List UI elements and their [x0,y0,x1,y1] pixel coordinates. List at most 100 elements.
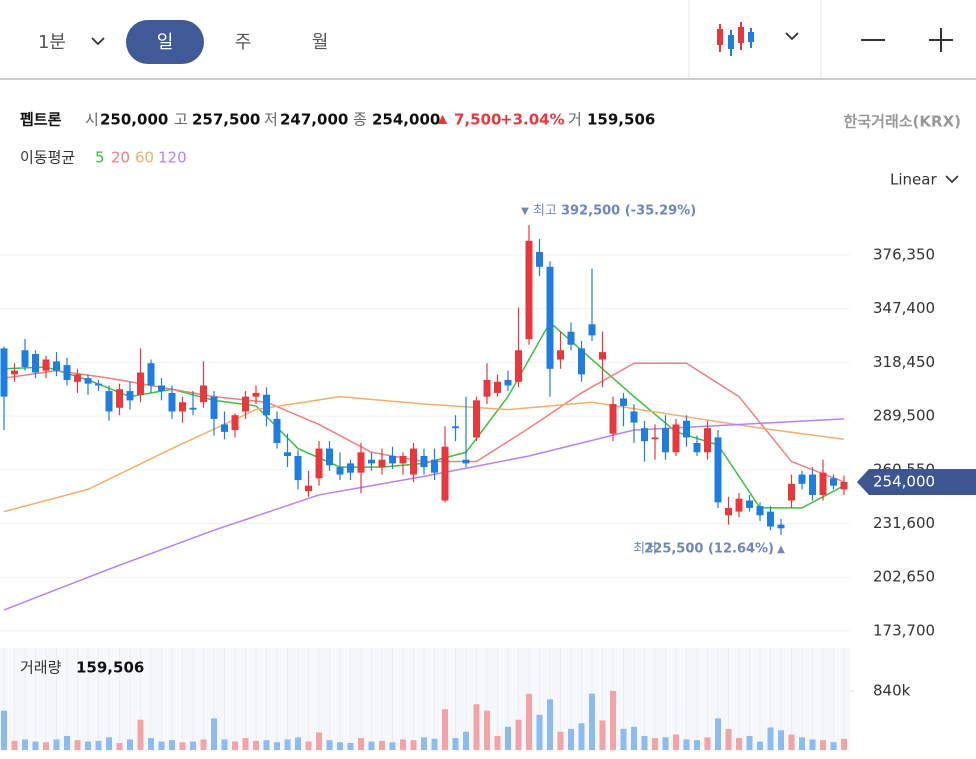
candle-body [11,370,18,375]
volume-bar [95,740,102,750]
volume-bar [410,740,417,750]
candle-body [714,437,722,503]
volume-bar [358,738,364,750]
selected-tab-pill[interactable] [126,20,204,64]
tab[interactable]: 월 [312,32,329,53]
volume-bar [694,740,700,750]
zoom-in[interactable] [929,28,953,52]
candle-body [399,455,407,464]
y-tick-label: 376,350 [873,246,935,264]
volume-bar [22,739,28,750]
price-tag [857,468,976,495]
quote-row: 시 250,000 고 257,500 저 247,000 종 254,000▲ 7,500+3… [85,111,655,129]
chevron[interactable] [785,32,799,41]
candle-body [420,455,428,468]
candle-body [504,379,512,386]
toolbar: 1분 일 주 월 [0,0,976,80]
change-marker: ▲ [438,112,448,126]
candle-body [315,448,323,479]
candle-body [368,459,375,464]
tab[interactable]: 1분 [38,32,66,53]
volume-bar [505,726,511,750]
candle-body [578,348,585,375]
tab[interactable]: 일 [157,32,174,53]
candle-body [809,474,816,495]
volume-bar [32,741,39,750]
chevron[interactable] [945,175,959,184]
quote-label: 고 [174,111,188,129]
candle-body [95,383,102,386]
candle-body [651,437,659,440]
volume-bar [263,740,270,750]
candle-body [557,350,564,360]
candle-body [840,481,848,490]
y-tick-label: 173,700 [873,621,935,639]
volume-bar [704,737,711,750]
candle-body [231,415,239,431]
volume-bar [179,742,186,750]
volume-bar [841,738,847,750]
volume-bar [778,730,784,750]
annotation-label: 최저 [633,541,657,556]
chevron[interactable] [91,37,105,46]
candle-body [126,391,134,401]
moving-average [3,395,845,513]
candle-body [221,424,228,432]
volume-bar [116,742,123,750]
candle-body [819,472,827,495]
volume-bar [431,738,438,750]
candle-body [546,266,554,369]
candle-body [42,359,50,371]
volume-bar [536,714,543,750]
candle-icon[interactable] [717,22,754,56]
volume-bar [578,723,585,750]
volume-bar [253,740,259,750]
price-tag-label: 254,000 [873,472,935,490]
volume-bar [820,740,826,750]
volume-bar [631,726,637,750]
candle-body [798,474,806,484]
volume-bar [484,710,490,750]
change-pct: +3.04% [500,111,565,129]
candle-body [788,483,795,501]
candle-body [74,374,81,382]
candle-body [326,448,333,466]
candle-body [294,455,302,481]
candle-body [756,506,764,516]
ma-label: 이동평균 [20,149,75,167]
candle-body [588,324,596,336]
candle-body [567,331,575,345]
annotation-marker: ▲ [777,544,785,555]
quote-value: 159,506 [587,111,655,129]
candle-body [525,240,533,340]
volume-bar [757,741,763,750]
candle-body [336,467,344,475]
tab[interactable]: 주 [235,32,252,53]
candle-body [452,426,459,429]
candle-body [431,459,438,473]
volume-bar [799,737,805,750]
candle-body [347,463,354,473]
ma-legend: 5 20 60 120 [95,149,187,167]
volume-bar [242,738,249,750]
volume-bar [809,739,816,750]
y-tick-label: 231,600 [873,514,935,532]
candle-body [210,396,218,419]
candle-body [378,459,386,468]
volume-bar [200,739,207,750]
volume-bar [1,710,7,750]
volume-bar [557,731,564,750]
quote-label: 저 [264,111,278,129]
volume-bar [316,732,322,750]
volume-bar [683,739,690,750]
scale-select[interactable]: Linear [890,171,937,189]
quote-value: 257,500 [192,111,260,129]
quote-label: 종 [353,111,367,129]
volume-bar [725,728,732,750]
volume-bar [652,738,658,750]
candle-body [0,348,8,397]
volume-bar [137,719,144,750]
volume-bar [515,719,522,750]
candle-body [273,418,281,444]
